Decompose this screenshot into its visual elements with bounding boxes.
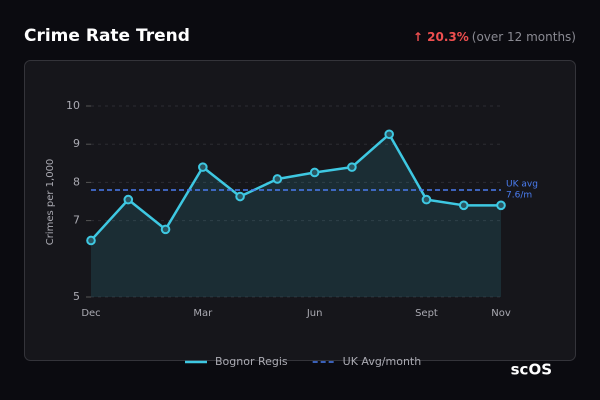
reference-label: 7.6/m	[506, 191, 532, 201]
x-tick-label: Nov	[491, 308, 511, 319]
x-tick-label: Mar	[193, 308, 213, 319]
point	[309, 167, 320, 178]
y-tick-label: 5	[73, 290, 80, 303]
x-tick-label: Sept	[415, 308, 438, 319]
legend-label: Bognor Regis	[215, 355, 288, 368]
change: ↑ 20.3% (over 12 months)	[413, 30, 576, 44]
point	[160, 224, 171, 235]
card	[24, 60, 576, 361]
x-tick-label: Jun	[306, 308, 323, 319]
y-tick-label: 10	[66, 99, 80, 112]
point	[347, 162, 357, 172]
point	[421, 194, 432, 205]
x-tick-label: Dec	[81, 308, 100, 319]
watermark: scOS	[511, 361, 552, 379]
point	[123, 194, 134, 205]
point	[86, 235, 96, 246]
point	[496, 200, 506, 211]
y-tick-label: 9	[73, 137, 80, 150]
line	[90, 133, 501, 242]
point	[235, 191, 245, 202]
y-tick-label: 7	[73, 214, 80, 227]
point	[198, 162, 208, 172]
y-tick-label: 8	[73, 175, 80, 188]
point	[272, 174, 283, 184]
period: (over 12 months)	[472, 30, 576, 44]
change-value: ↑ 20.3%	[413, 30, 469, 44]
y-axis-label: Crimes per 1,000	[45, 159, 56, 246]
reference-label: UK avg	[506, 180, 538, 190]
chart-title: Crime Rate Trend	[24, 26, 190, 46]
legend-label: UK Avg/month	[343, 355, 422, 368]
point	[458, 200, 469, 211]
point	[384, 129, 394, 140]
area	[91, 134, 501, 297]
